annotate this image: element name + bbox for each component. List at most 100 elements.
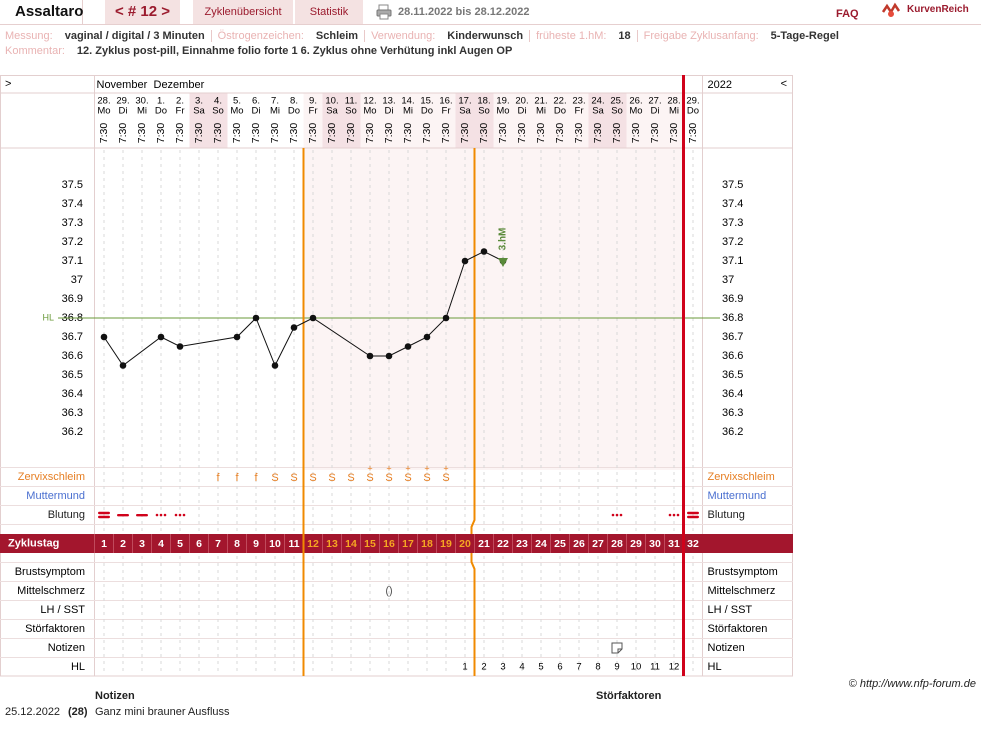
bleeding-light [178,513,182,517]
temperature-point [480,248,488,255]
year: 2022 [708,79,732,91]
expand-right: < [781,78,787,90]
hl-number: 2 [481,662,486,673]
cycle-nav[interactable]: < # 12 > [105,0,180,24]
info-label: Messung: [5,30,53,42]
time-label: 7:30 [174,123,186,144]
time-label: 7:30 [136,123,148,144]
date-day: 2. [176,96,184,107]
date-day: 8. [290,96,298,107]
time-label: 7:30 [231,123,243,144]
comment-label: Kommentar: [5,45,65,57]
bleeding-light [672,513,676,517]
pain-icon: () [385,585,392,597]
time-label: 7:30 [421,123,433,144]
date-weekday: Di [518,106,527,117]
bleeding-light [676,513,680,517]
info-value: vaginal / digital / 3 Minuten [64,30,205,42]
time-label: 7:30 [402,123,414,144]
cycle-day: 32 [687,538,699,550]
cycle-day: 7 [215,538,221,550]
y-tick-label-right: 37.3 [722,217,743,229]
stats-tab[interactable]: Statistik [295,0,363,24]
time-label: 7:30 [98,123,110,144]
note-day: (28) [68,706,88,718]
row-label-right: Brustsymptom [708,566,778,578]
cycle-day: 19 [440,538,452,550]
time-label: 7:30 [687,123,699,144]
cycle-day: 2 [120,538,126,550]
hl-number: 12 [669,662,680,673]
hl-number: 1 [462,662,467,673]
date-day: 9. [309,96,317,107]
mucus-symbol: S [404,472,411,484]
date-day: 1. [157,96,165,107]
y-tick-label-right: 36.4 [722,388,743,400]
temperature-point [157,333,165,341]
info-value: Schleim [315,30,359,42]
date-weekday: Sa [326,106,338,117]
temperature-point [423,333,431,341]
cycle-day: 25 [554,538,566,550]
date-weekday: Mi [536,106,546,117]
y-tick-label: 37.5 [62,179,83,191]
logo-text[interactable]: KurvenReich [907,4,969,15]
date-range: 28.11.2022 bis 28.12.2022 [398,6,530,18]
notes-header: Notizen [95,690,135,702]
date-weekday: Mi [403,106,413,117]
date-weekday: So [478,106,490,117]
date-day: 11. [345,96,358,107]
bleeding-strong [98,511,110,515]
copyright: © http://www.nfp-forum.de [848,678,976,690]
date-day: 13. [382,96,395,107]
date-weekday: Sa [592,106,604,117]
y-tick-label-right: 36.3 [722,407,743,419]
y-tick-label-right: 36.5 [722,369,743,381]
cycle-day: 27 [592,538,604,550]
cycle-day: 1 [101,538,107,550]
user-tab[interactable]: Assaltaro [0,0,83,24]
date-day: 4. [214,96,222,107]
row-label-left: Brustsymptom [15,566,85,578]
row-label-right: LH / SST [708,604,753,616]
date-day: 7. [271,96,279,107]
date-weekday: Mo [97,106,110,117]
weekend-column [322,93,342,148]
time-label: 7:30 [516,123,528,144]
date-day: 5. [233,96,241,107]
temperature-point [252,314,260,322]
faq-link[interactable]: FAQ [836,8,859,20]
weekend-column [189,93,209,148]
y-tick-label: 37.2 [62,236,83,248]
cycle-day: 8 [234,538,240,550]
temperature-point [119,362,127,369]
third-high-marker [498,258,508,267]
time-label: 7:30 [668,123,680,144]
weekend-column [341,93,361,148]
row-label-left: Störfaktoren [25,623,85,635]
date-weekday: Mo [230,106,243,117]
time-label: 7:30 [193,123,205,144]
month-label: November [97,79,148,91]
time-label: 7:30 [117,123,129,144]
cycle-day: 13 [326,538,338,550]
info-item: früheste 1.hM: 18 [529,30,637,42]
info-label: Östrogenzeichen: [217,30,304,42]
date-weekday: Fr [442,106,451,117]
date-weekday: Do [554,106,566,117]
print-icon[interactable] [376,4,392,20]
expand-left: > [5,78,11,90]
overview-tab[interactable]: Zyklenübersicht [193,0,293,24]
date-day: 28. [667,96,680,107]
hl-number: 7 [576,662,581,673]
weekend-column [607,93,627,148]
time-label: 7:30 [440,123,452,144]
comment: 12. Zyklus post-pill, Einnahme folio for… [76,45,513,57]
mucus-symbol: S [271,472,278,484]
date-day: 22. [553,96,566,107]
top-bar: Assaltaro < # 12 > Zyklenübersicht Stati… [0,0,981,25]
time-label: 7:30 [250,123,262,144]
row-label-left: Zervixschleim [18,471,85,483]
time-label: 7:30 [459,123,471,144]
temperature-point [385,352,393,360]
